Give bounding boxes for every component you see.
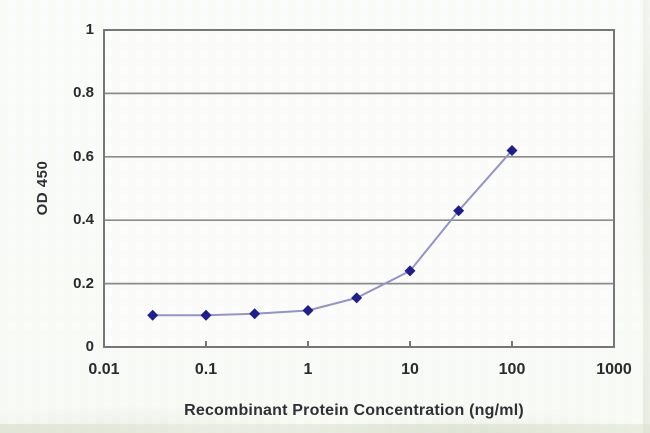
x-axis-title: Recombinant Protein Concentration (ng/ml… [184, 402, 524, 419]
x-tick-label: 0.1 [194, 361, 218, 378]
data-point-marker [147, 309, 159, 321]
data-point-marker [249, 308, 261, 320]
y-tick-label: 1 [85, 21, 94, 38]
data-point-marker [351, 292, 363, 304]
x-tick-label: 1000 [596, 361, 632, 378]
x-tick-label: 100 [498, 361, 526, 378]
y-tick-label: 0.4 [73, 211, 94, 229]
x-tick-label: 1 [303, 361, 313, 378]
plot-border [103, 29, 615, 348]
data-point-marker [453, 205, 465, 217]
series-line [151, 149, 513, 317]
x-tick-label: 0.01 [88, 361, 120, 378]
data-point-marker [404, 265, 416, 277]
y-tick-label: 0.8 [73, 84, 94, 102]
plot-area [104, 30, 614, 347]
data-point-marker [506, 144, 518, 156]
y-tick-label: 0 [85, 338, 94, 355]
data-point-marker [200, 309, 212, 321]
x-tick-label: 10 [401, 361, 419, 378]
y-tick-label: 0.6 [73, 147, 94, 165]
y-axis-title: OD 450 [34, 160, 51, 216]
data-point-marker [302, 305, 314, 317]
y-tick-label: 0.2 [73, 274, 94, 292]
